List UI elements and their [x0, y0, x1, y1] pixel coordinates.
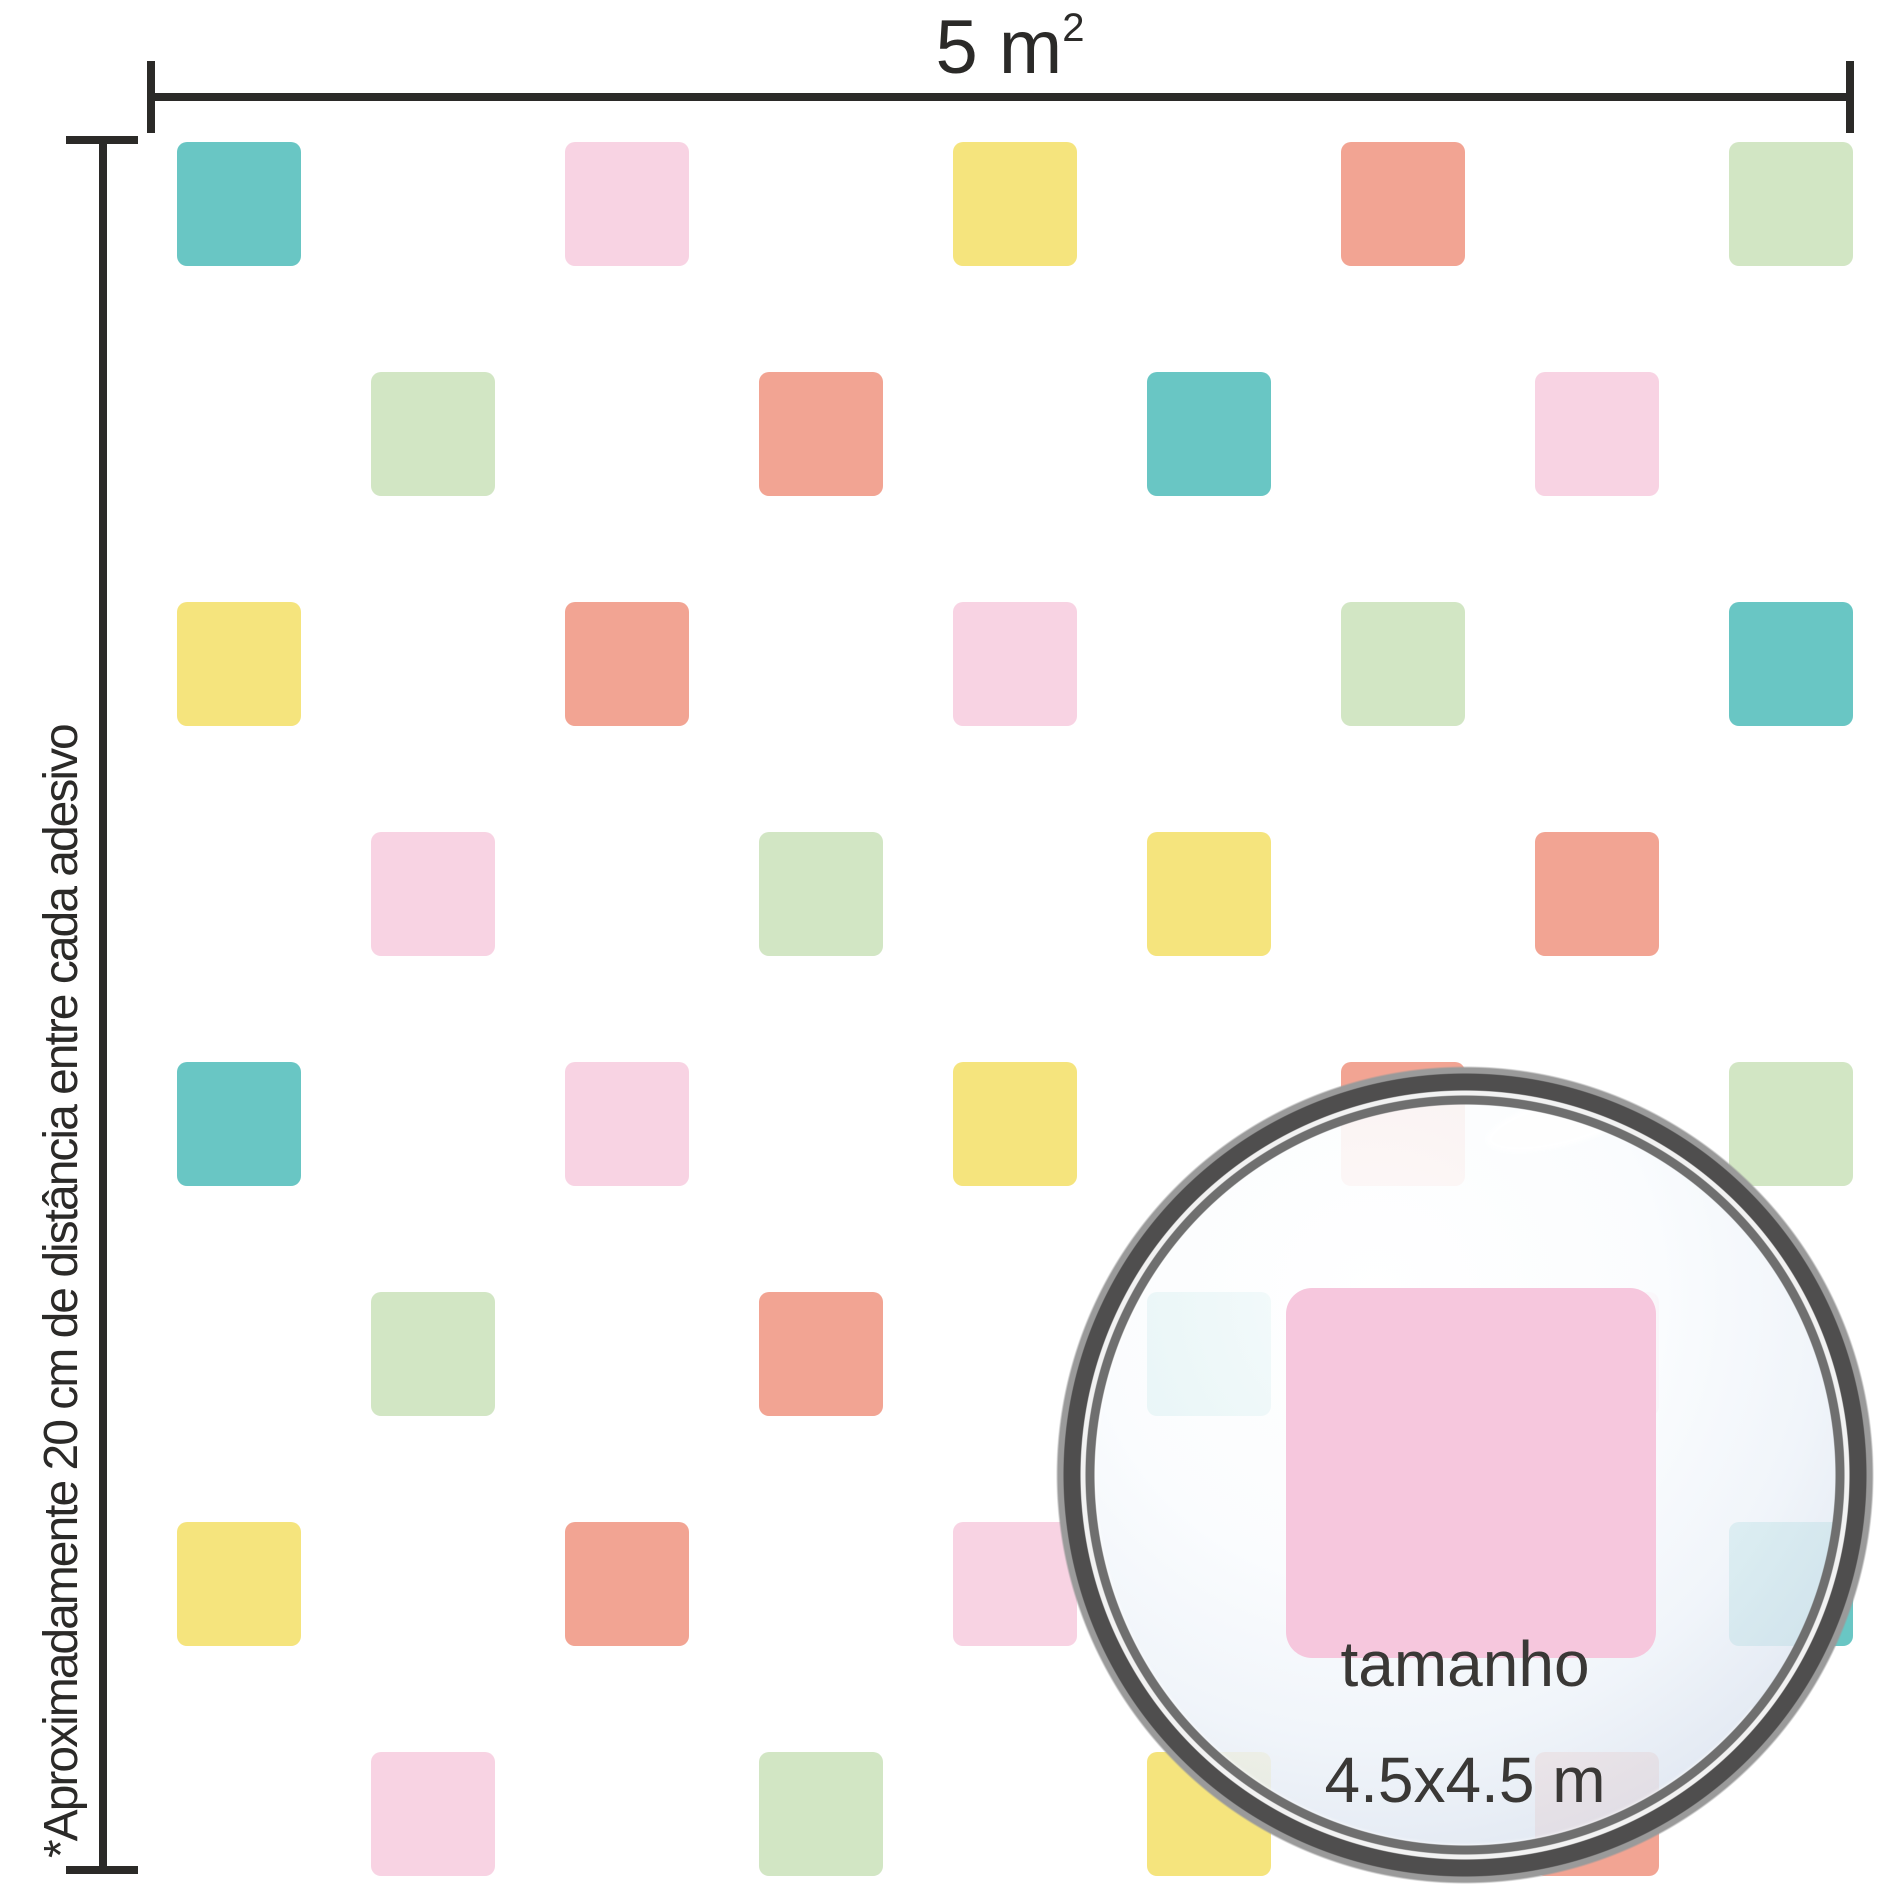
pattern-square-green	[1729, 142, 1853, 266]
height-measure-note: *Aproximadamente 20 cm de distância entr…	[35, 725, 88, 1858]
pattern-square-pink	[565, 142, 689, 266]
width-measure-label: 5 m2	[860, 8, 1160, 86]
width-value: 5 m	[935, 5, 1063, 90]
height-measure-line	[99, 140, 107, 1874]
magnifier-ring-icon	[1055, 1065, 1875, 1885]
width-measure-right-tick	[1846, 61, 1854, 133]
pattern-square-green	[1729, 1062, 1853, 1186]
pattern-square-salmon	[1341, 142, 1465, 266]
pattern-square-salmon	[565, 602, 689, 726]
pattern-square-green	[371, 1292, 495, 1416]
pattern-square-salmon	[565, 1522, 689, 1646]
pattern-square-salmon	[1535, 832, 1659, 956]
pattern-square-yellow	[1147, 832, 1271, 956]
pattern-square-yellow	[177, 1522, 301, 1646]
pattern-square-green	[1341, 602, 1465, 726]
pattern-square-green	[371, 372, 495, 496]
pattern-square-yellow	[177, 602, 301, 726]
pattern-square-pink	[1535, 372, 1659, 496]
pattern-square-teal	[1147, 372, 1271, 496]
pattern-square-salmon	[759, 372, 883, 496]
pattern-square-pink	[953, 602, 1077, 726]
width-unit-superscript: 2	[1062, 6, 1085, 50]
pattern-square-pink	[565, 1062, 689, 1186]
pattern-square-teal	[177, 142, 301, 266]
pattern-square-pink	[953, 1522, 1077, 1646]
pattern-square-pink	[371, 832, 495, 956]
pattern-square-green	[759, 832, 883, 956]
pattern-square-yellow	[953, 1062, 1077, 1186]
pattern-square-green	[759, 1752, 883, 1876]
pattern-square-teal	[177, 1062, 301, 1186]
pattern-square-yellow	[953, 142, 1077, 266]
width-measure-line	[151, 93, 1852, 101]
pattern-square-pink	[371, 1752, 495, 1876]
pattern-square-teal	[1729, 602, 1853, 726]
height-measure-bottom-tick	[66, 1866, 138, 1874]
pattern-square-salmon	[759, 1292, 883, 1416]
